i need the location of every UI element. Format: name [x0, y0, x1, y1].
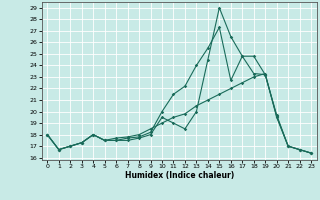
X-axis label: Humidex (Indice chaleur): Humidex (Indice chaleur)	[124, 171, 234, 180]
